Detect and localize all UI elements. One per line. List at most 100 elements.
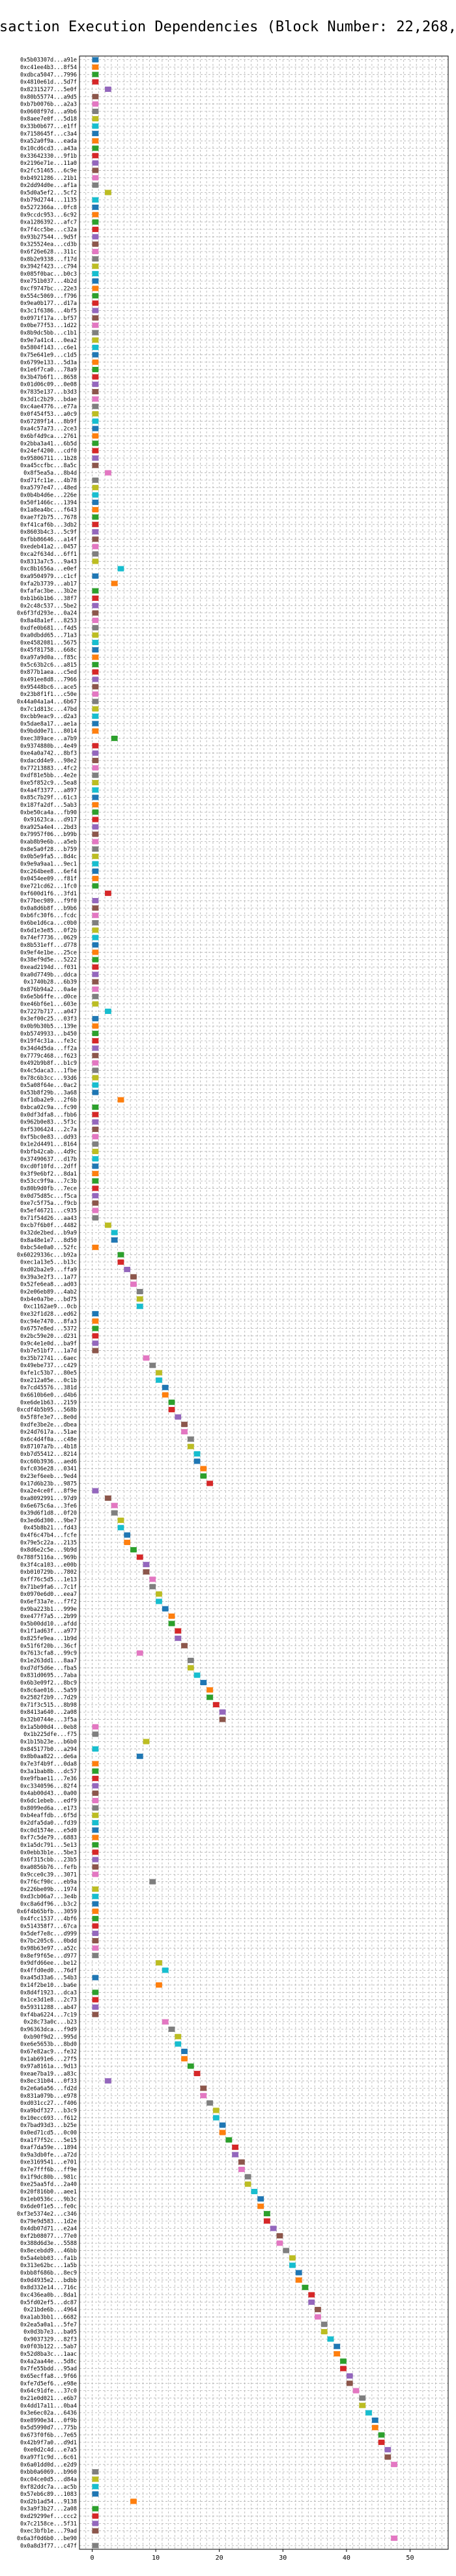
y-tick-label: 0x8a48a1ef...8253 <box>20 618 77 624</box>
transaction-bar <box>92 145 99 151</box>
transaction-bar <box>92 433 99 439</box>
y-tick-label: 0x313e62bc...1a5b <box>20 2263 77 2269</box>
y-tick-label: 0xf1dba2e9...2f6b <box>20 1097 77 1104</box>
transaction-bar <box>92 919 99 926</box>
y-tick-label: 0x5b00dd10...afdd <box>20 1621 77 1627</box>
y-tick-label: 0xa2e4ce0f...8f9e <box>20 1488 77 1495</box>
transaction-bar <box>359 2395 366 2401</box>
transaction-bar <box>92 1090 99 1095</box>
y-tick-label: 0x6799e133...5d3a <box>20 360 77 366</box>
transaction-bar <box>92 1126 99 1133</box>
transaction-bar <box>92 1325 99 1331</box>
y-tick-label: 0x95448bc6...ace5 <box>20 684 77 691</box>
y-tick-label: 0xa45ccfbc...8a5c <box>20 463 77 469</box>
y-tick-label: 0x8603b4c3...5c9f <box>20 529 77 536</box>
y-tick-label: 0xead2194d...f031 <box>20 964 77 971</box>
transaction-bar <box>92 477 99 483</box>
transaction-bar <box>92 743 99 749</box>
y-tick-label: 0x6f315cbb...23b5 <box>20 1857 77 1864</box>
y-tick-label: 0x65ecffa8...9f66 <box>20 2373 77 2380</box>
transaction-bar <box>92 905 99 911</box>
transaction-bar <box>136 1650 143 1656</box>
transaction-bar <box>181 1429 188 1435</box>
y-tick-label: 0xa5797e47...48ed <box>20 485 77 491</box>
transaction-bar <box>92 167 99 173</box>
y-tick-label: 0x3c1f6386...4bf5 <box>20 308 77 315</box>
y-tick-label: 0x0970e6d0...eea7 <box>20 1591 77 1598</box>
transaction-bar <box>302 2285 309 2291</box>
transaction-bar <box>92 2513 99 2519</box>
transaction-bar <box>92 2012 99 2018</box>
y-tick-label: 0xc8a6df96...b3c2 <box>20 1902 77 1908</box>
y-tick-label: 0xa9bdf327...b3c9 <box>20 2107 77 2114</box>
y-tick-label: 0xb7e51bf7...1a7d <box>20 1348 77 1355</box>
y-tick-label: 0x0b5e9fa5...8d4c <box>20 854 77 860</box>
y-tick-label: 0x0f03b122...5ab7 <box>20 2344 77 2351</box>
transaction-bar <box>92 1724 99 1729</box>
transaction-bar <box>92 691 99 697</box>
transaction-bar <box>175 1414 182 1420</box>
y-tick-label: 0xa9504979...c1cf <box>20 573 77 580</box>
y-tick-label: 0x5dae8a17...ae1a <box>20 721 77 727</box>
transaction-bar <box>92 661 99 667</box>
transaction-bar <box>232 2152 238 2158</box>
y-tick-label: 0x39a3e2f3...1a77 <box>20 1274 77 1281</box>
y-tick-label: 0x9ba223b1...999e <box>20 1606 77 1613</box>
y-tick-label: 0xb7b0076b...a2a3 <box>20 102 77 108</box>
y-tick-label: 0x0b9b30b5...139e <box>20 1024 77 1030</box>
transaction-bar <box>92 1952 99 1958</box>
y-tick-label: 0xdf81e5bb...4e2e <box>20 773 77 779</box>
transaction-bar <box>92 499 99 505</box>
transaction-bar <box>92 2004 99 2010</box>
transaction-bar <box>334 2343 341 2349</box>
transaction-bar <box>175 2041 182 2047</box>
transaction-bar <box>92 160 99 166</box>
y-tick-label: 0x2dfa5da0...fd39 <box>20 1820 77 1827</box>
y-tick-label: 0x85c7b29f...61c3 <box>20 795 77 802</box>
transaction-bar <box>92 1990 99 1995</box>
y-tick-label: 0x831a079b...e978 <box>20 2093 77 2100</box>
y-tick-label: 0x6610b6e0...d4b6 <box>20 1392 77 1398</box>
y-tick-label: 0xbe50ca4a...fb90 <box>20 809 77 816</box>
transaction-bar <box>92 359 99 365</box>
transaction-bar <box>162 2019 169 2025</box>
y-tick-label: 0x4a4f3377...a897 <box>20 787 77 794</box>
y-tick-label: 0x5d5990d7...775b <box>20 2425 77 2431</box>
y-tick-label: 0x34d4d5da...ff2a <box>20 1045 77 1052</box>
y-tick-label: 0x10ecc693...f612 <box>20 2115 77 2122</box>
y-tick-label: 0xf82ddc7a...ac5b <box>20 2484 77 2491</box>
transaction-bar <box>232 2145 238 2150</box>
y-tick-label: 0x28c73a0c...b23 <box>23 2019 77 2026</box>
transaction-bar <box>130 1281 137 1287</box>
transaction-bar <box>92 1761 99 1767</box>
y-tick-label: 0x3ef00c25...03f3 <box>20 1016 77 1022</box>
transaction-bar <box>92 1318 99 1324</box>
transaction-bar <box>92 130 99 136</box>
transaction-bar <box>111 735 118 742</box>
y-tick-label: 0x8413a640...2a08 <box>20 1709 77 1716</box>
transaction-bar <box>92 1805 99 1811</box>
transaction-bar <box>92 234 99 240</box>
y-tick-label: 0x1eb0536c...9b3c <box>20 2196 77 2203</box>
transaction-bar <box>92 330 99 336</box>
y-tick-label: 0x6f26e628...311c <box>20 249 77 255</box>
transaction-bar <box>149 1879 156 1885</box>
transaction-bar <box>92 1938 99 1944</box>
y-tick-label: 0x77bec989...f9f0 <box>20 898 77 904</box>
transaction-bar <box>92 529 99 535</box>
y-tick-label: 0x3ed6d300...9be7 <box>20 1518 77 1524</box>
transaction-bar <box>365 2410 372 2416</box>
transaction-bar <box>238 2159 245 2165</box>
y-tick-label: 0x1b15b23e...b6b0 <box>20 1739 77 1746</box>
y-tick-label: 0xe212a05e...0c1b <box>20 1378 77 1384</box>
transaction-bar <box>219 1716 226 1722</box>
y-tick-label: 0xe32f1d28...ed62 <box>20 1311 77 1318</box>
transaction-bar <box>92 1200 99 1206</box>
y-tick-label: 0x1ce3d1e8...2c73 <box>20 1997 77 2004</box>
y-tick-label: 0x0ebb3b1e...5be3 <box>20 1849 77 1856</box>
y-tick-label: 0x8d6e2c5e...9b9d <box>20 1547 77 1554</box>
transaction-bar <box>92 868 99 874</box>
x-tick-label: 40 <box>343 2554 350 2562</box>
y-tick-label: 0x77213883...4fc2 <box>20 765 77 772</box>
transaction-bar <box>92 1038 99 1044</box>
